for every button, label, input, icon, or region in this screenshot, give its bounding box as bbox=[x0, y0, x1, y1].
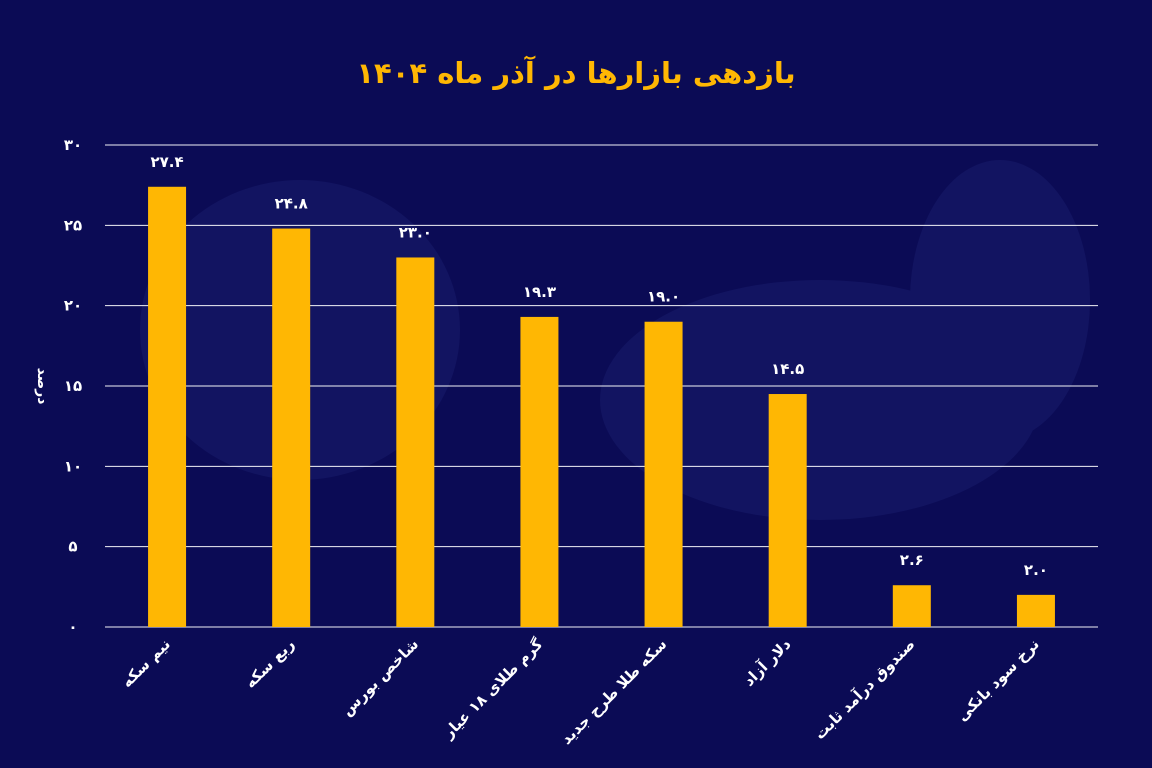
category-label: شاخص بورس bbox=[338, 635, 422, 719]
y-tick-label: ۲۰ bbox=[64, 297, 82, 315]
category-label: سکه طلا طرح جدید bbox=[557, 635, 670, 748]
bar-value-label: ۲.۰ bbox=[1024, 561, 1048, 579]
category-label: گرم طلای ۱۸ عیار bbox=[439, 635, 547, 743]
bar bbox=[892, 585, 931, 627]
category-label: نرخ سود بانکی bbox=[953, 635, 1043, 725]
value-labels: ۲۷.۴ ۲۴.۸ ۲۳.۰ ۱۹.۳ ۱۹.۰ ۱۴.۵ ۲.۶ ۲.۰ bbox=[150, 153, 1047, 579]
bar bbox=[644, 321, 683, 627]
y-tick-label: ۱۵ bbox=[64, 377, 82, 395]
bar bbox=[396, 257, 435, 627]
grid-lines bbox=[105, 144, 1098, 628]
y-tick-label: ۳۰ bbox=[64, 136, 82, 154]
category-label: دلار آزاد bbox=[740, 635, 795, 690]
bar-value-label: ۱۴.۵ bbox=[771, 360, 804, 378]
bars bbox=[148, 186, 1055, 628]
watermark bbox=[140, 160, 1090, 520]
category-label: نیم سکه bbox=[118, 635, 174, 691]
chart-title: بازدهی بازارها در آذر ماه ۱۴۰۴ bbox=[356, 55, 795, 90]
bar bbox=[1016, 594, 1055, 627]
bar-value-label: ۲۷.۴ bbox=[150, 153, 183, 171]
bar-value-label: ۲۴.۸ bbox=[275, 195, 308, 213]
bar bbox=[272, 228, 311, 627]
y-tick-label: ۲۵ bbox=[64, 216, 82, 234]
y-tick-labels: ۰ ۵ ۱۰ ۱۵ ۲۰ ۲۵ ۳۰ bbox=[64, 136, 82, 636]
bar-value-label: ۱۹.۰ bbox=[647, 288, 680, 306]
bar bbox=[148, 186, 187, 628]
y-axis-label: درصد bbox=[34, 368, 50, 405]
category-label: صندوق درآمد ثابت bbox=[811, 635, 919, 743]
y-tick-label: ۰ bbox=[68, 618, 77, 636]
bar bbox=[520, 316, 559, 627]
category-label: ربع سکه bbox=[241, 635, 298, 692]
y-tick-label: ۱۰ bbox=[64, 457, 82, 475]
y-tick-label: ۵ bbox=[68, 538, 77, 556]
bar bbox=[768, 394, 807, 627]
bar-value-label: ۲۳.۰ bbox=[399, 223, 432, 241]
bar-value-label: ۱۹.۳ bbox=[523, 283, 556, 301]
bar-value-label: ۲.۶ bbox=[900, 551, 924, 569]
